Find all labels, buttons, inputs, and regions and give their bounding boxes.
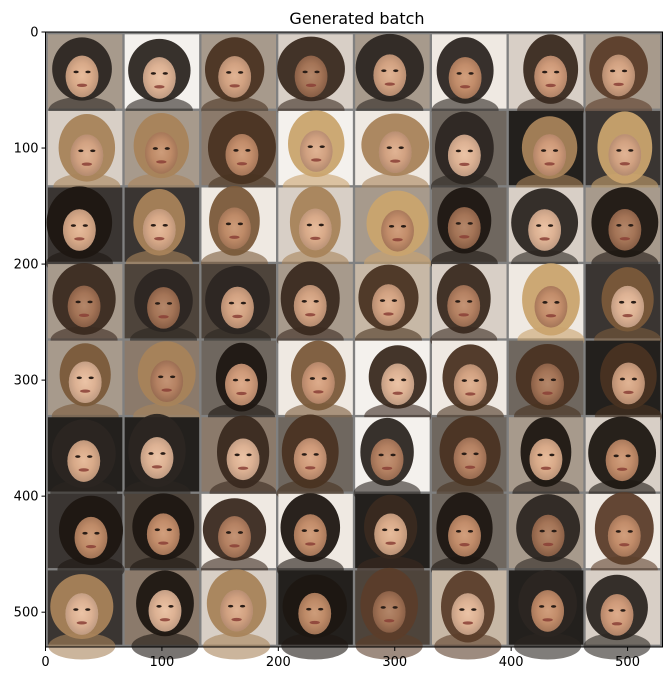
- y-axis: 0 100 200 300 400 500: [14, 26, 46, 621]
- image-tile: [430, 492, 507, 583]
- x-tick-label: 0: [41, 655, 49, 670]
- image-tile: [47, 570, 123, 660]
- image-tile: [47, 110, 123, 201]
- y-tick-label: 200: [14, 258, 39, 273]
- image-tile: [355, 493, 430, 583]
- image-tile: [47, 493, 125, 583]
- image-tile: [276, 414, 353, 507]
- x-axis: 0 100 200 300 400 500: [41, 647, 640, 670]
- plot-area: [45, 31, 663, 660]
- image-tile: [585, 110, 661, 201]
- image-tile: [430, 263, 507, 354]
- image-tile: [355, 340, 432, 430]
- image-tile: [508, 340, 584, 430]
- image-tile: [200, 186, 277, 277]
- image-tile: [354, 264, 430, 354]
- x-tick-label: 500: [615, 655, 640, 670]
- image-tile: [276, 493, 353, 583]
- image-tile: [45, 186, 123, 277]
- image-tile: [47, 340, 123, 430]
- image-tile: [508, 187, 584, 277]
- image-tile: [201, 415, 277, 507]
- x-tick-label: 200: [266, 655, 291, 670]
- image-tile: [278, 570, 353, 660]
- image-tile: [47, 34, 123, 124]
- image-tile: [123, 413, 200, 507]
- image-tile: [355, 187, 432, 277]
- image-tile: [431, 415, 507, 507]
- image-tile: [508, 417, 584, 507]
- image-tile: [508, 493, 584, 583]
- image-tile: [508, 34, 585, 124]
- image-tile: [124, 34, 200, 124]
- image-tile: [276, 261, 353, 354]
- y-tick-label: 400: [14, 490, 39, 505]
- image-tile: [585, 34, 661, 124]
- image-tile: [585, 264, 662, 354]
- image-tile: [355, 33, 430, 124]
- x-tick-label: 400: [499, 655, 524, 670]
- image-tile: [353, 417, 430, 507]
- axes-frame: [45, 31, 663, 648]
- image-tile: [585, 187, 661, 277]
- image-tile: [431, 570, 507, 660]
- image-tile: [201, 569, 277, 660]
- y-tick-label: 500: [14, 606, 39, 621]
- image-tile: [430, 187, 507, 277]
- image-tile: [278, 110, 353, 201]
- chart-title: Generated batch: [289, 9, 424, 28]
- y-tick-label: 100: [14, 142, 39, 157]
- x-tick-label: 300: [382, 655, 407, 670]
- image-tile: [583, 570, 661, 660]
- image-tile: [508, 263, 585, 354]
- y-tick-label: 300: [14, 374, 39, 389]
- image-tile: [508, 570, 584, 660]
- image-tile: [355, 567, 430, 660]
- image-tile: [201, 34, 277, 124]
- x-tick-label: 100: [150, 655, 175, 670]
- image-tile: [124, 570, 200, 660]
- image-tile: [124, 493, 200, 583]
- image-tile: [47, 263, 123, 354]
- image-tile: [585, 492, 661, 583]
- image-tile: [124, 264, 200, 354]
- image-tile: [431, 34, 507, 124]
- image-tile: [508, 110, 584, 201]
- image-tile: [124, 110, 200, 201]
- image-tile: [355, 110, 430, 201]
- image-tile: [124, 187, 200, 277]
- image-tile: [585, 340, 662, 430]
- image-tile: [430, 110, 507, 201]
- y-tick-label: 0: [30, 26, 38, 41]
- image-tile: [47, 417, 123, 507]
- image-tile: [277, 34, 353, 124]
- image-tile: [201, 264, 277, 354]
